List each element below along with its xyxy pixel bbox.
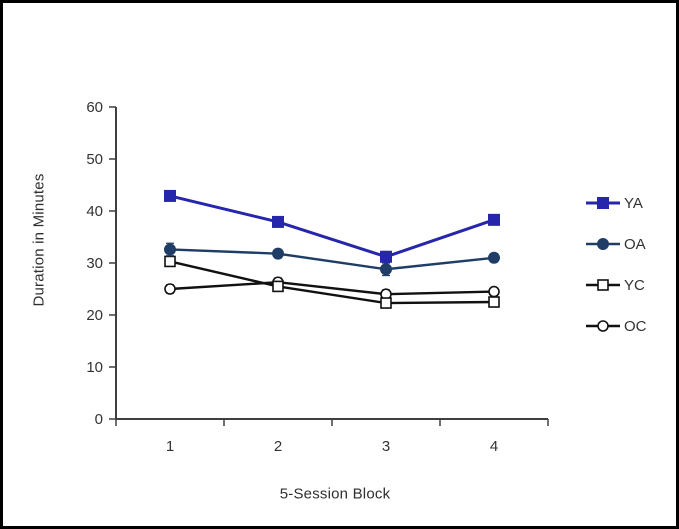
x-tick-label: 3 (382, 438, 390, 455)
marker-YC (380, 297, 392, 309)
legend-item-OA: OA (586, 236, 646, 253)
y-tick-label: 30 (86, 255, 103, 272)
y-tick-label: 40 (86, 203, 103, 220)
series-OA (164, 242, 500, 277)
legend-item-YC: YC (586, 277, 645, 294)
marker-YC (164, 255, 176, 268)
legend-item-OC: OC (586, 318, 647, 335)
legend-label: YC (624, 277, 645, 294)
marker-YA (488, 213, 500, 226)
y-tick-label: 0 (95, 411, 103, 428)
series-line-YC (169, 260, 495, 305)
legend-label: OA (624, 236, 646, 253)
x-axis-title: 5-Session Block (279, 485, 391, 503)
marker-OA (164, 243, 176, 256)
y-tick-label: 20 (86, 307, 103, 324)
line-chart: 0 10 20 30 40 50 60 1 2 3 4 YA OA YC OC (86, 99, 647, 455)
legend-marker (597, 320, 609, 332)
legend-label: YA (624, 195, 643, 212)
x-tick-label: 2 (274, 438, 282, 455)
marker-OA (272, 247, 284, 260)
y-axis-title: Duration in Minutes (30, 173, 48, 307)
y-tick-label: 50 (86, 151, 103, 168)
series-YC (164, 255, 500, 309)
legend: YA OA YC OC (586, 195, 647, 335)
marker-OA (380, 263, 392, 276)
legend-marker (597, 197, 609, 209)
marker-OC (488, 285, 500, 298)
legend-marker (597, 238, 609, 250)
y-tick-label: 60 (86, 99, 103, 116)
marker-YA (164, 189, 176, 202)
legend-item-YA: YA (586, 195, 643, 212)
legend-label: OC (624, 318, 647, 335)
x-tick-label: 4 (490, 438, 498, 455)
series-line-OA (169, 248, 495, 271)
series-YA (164, 189, 500, 263)
legend-marker (597, 279, 609, 291)
series-line-YA (169, 194, 495, 259)
series-line-OC (169, 281, 495, 296)
marker-YA (380, 250, 392, 263)
marker-YC (488, 296, 500, 308)
marker-OA (488, 251, 500, 264)
marker-YC (272, 280, 284, 293)
x-tick-label: 1 (166, 438, 174, 455)
marker-OC (164, 283, 176, 295)
marker-YA (272, 215, 284, 228)
y-tick-label: 10 (86, 359, 103, 376)
